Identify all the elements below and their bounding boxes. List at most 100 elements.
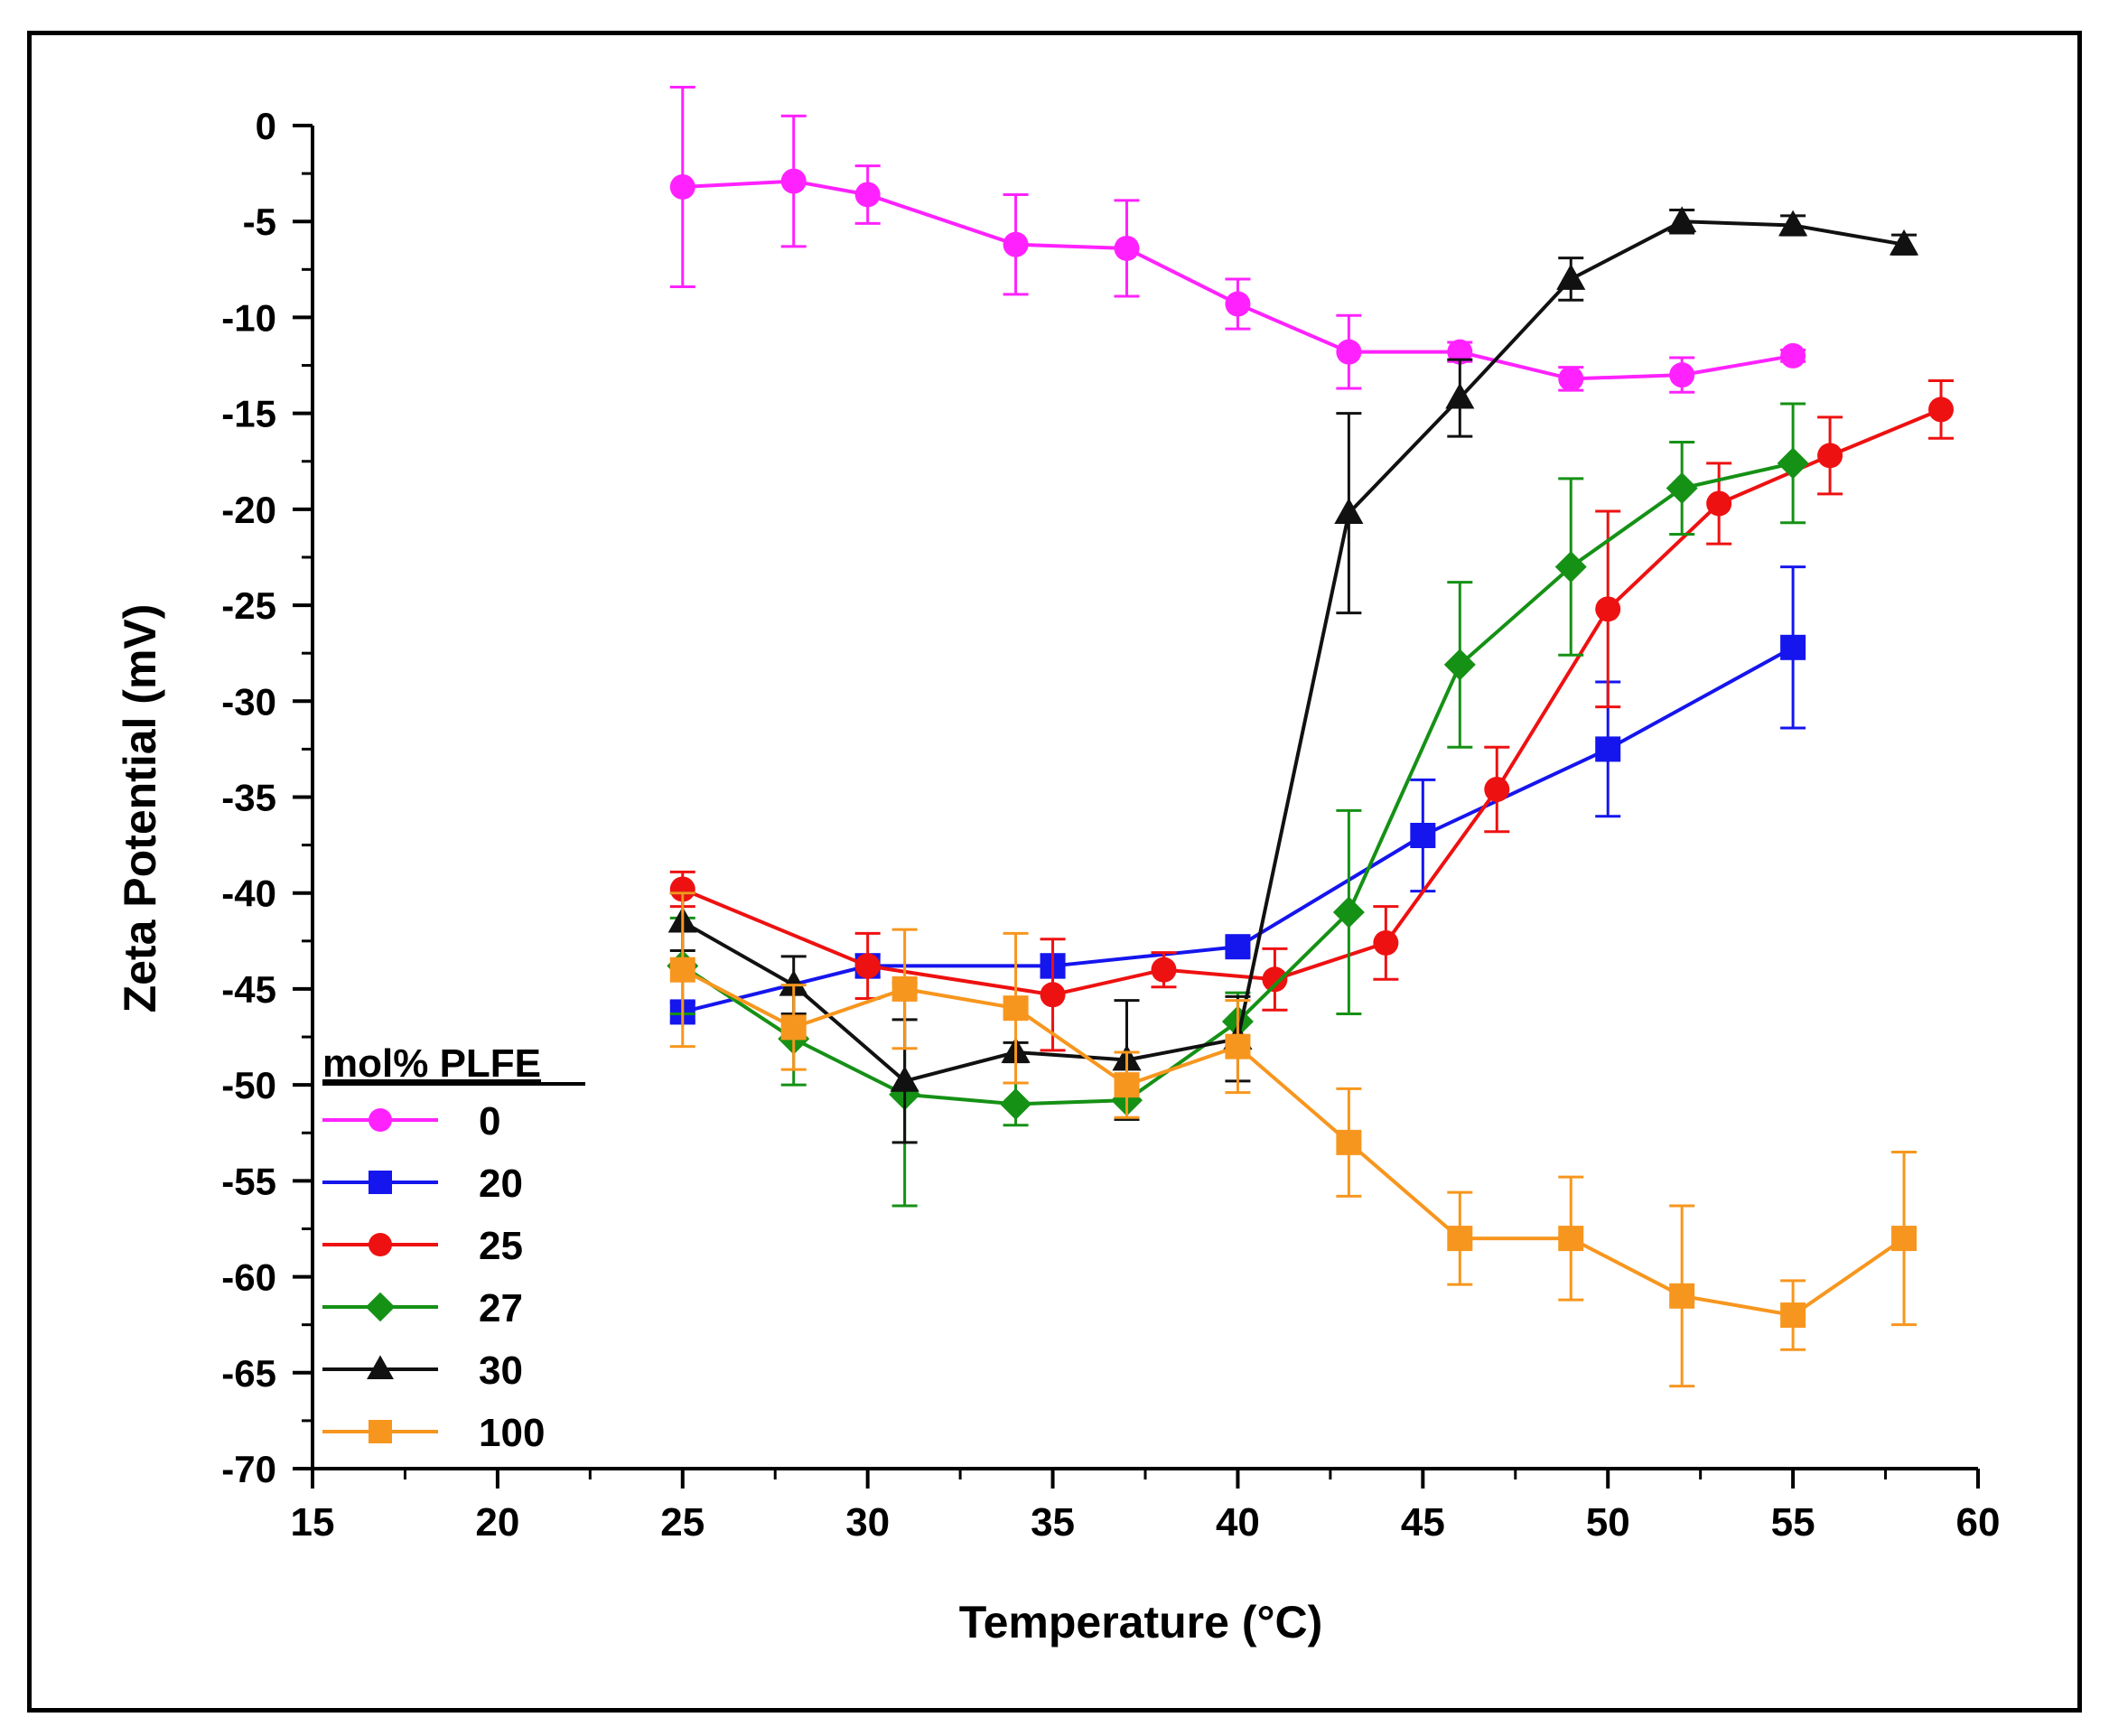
plot-axes: 15 20 25 30 35 40 45 50 55 60 0 -5 -10 -15 -20 -25 -30 -3… [221, 105, 2000, 1545]
legend-marker [369, 1171, 392, 1194]
data-point [1114, 235, 1140, 261]
x-tick-label: 20 [475, 1500, 519, 1545]
y-tick-label: -30 [221, 680, 276, 723]
legend-item-30: 30 [322, 1349, 523, 1393]
legend-item-0: 0 [322, 1099, 500, 1143]
data-point [1817, 443, 1843, 469]
series-30 [667, 206, 1919, 1144]
data-point [1780, 634, 1806, 660]
data-point [1778, 210, 1808, 237]
data-point [854, 953, 881, 979]
legend-items: 0 20 25 27 30 100 [322, 1099, 545, 1455]
data-point [1003, 995, 1029, 1022]
series-100 [669, 891, 1918, 1388]
x-tick-label: 60 [1956, 1500, 2001, 1545]
x-tick-label: 50 [1586, 1500, 1630, 1545]
legend-label: 0 [479, 1099, 500, 1143]
legend-label: 20 [479, 1162, 523, 1206]
data-point [1706, 490, 1732, 517]
legend-label: 30 [479, 1349, 523, 1393]
legend-label: 100 [479, 1411, 545, 1455]
data-point [1666, 471, 1698, 504]
data-point [1114, 1072, 1140, 1098]
data-point [854, 182, 881, 208]
x-tick-label: 25 [660, 1500, 705, 1545]
x-tick-label: 40 [1216, 1500, 1260, 1545]
x-tick-label: 15 [291, 1500, 335, 1545]
y-tick-label: 0 [256, 105, 276, 147]
data-point [1225, 1033, 1251, 1059]
legend-label: 25 [479, 1224, 523, 1268]
data-point [1669, 362, 1695, 388]
data-point [669, 876, 695, 902]
y-tick-label: -60 [221, 1256, 276, 1299]
y-tick-label: -65 [221, 1352, 276, 1395]
data-point [1334, 498, 1364, 525]
data-point [1667, 206, 1697, 233]
y-tick-label: -5 [243, 201, 276, 243]
data-point [1447, 1226, 1473, 1252]
series-25 [669, 379, 1955, 1052]
data-point [1262, 966, 1288, 993]
x-tick-label: 45 [1401, 1500, 1445, 1545]
data-point [1151, 957, 1177, 983]
x-tick-label: 55 [1771, 1500, 1815, 1545]
data-point [1040, 982, 1066, 1008]
y-tick-label: -45 [221, 968, 276, 1011]
data-point [1373, 929, 1399, 956]
data-point [1000, 1087, 1032, 1120]
data-point [1780, 342, 1806, 369]
data-point [1777, 447, 1809, 480]
series-layer [667, 86, 1955, 1388]
data-point [1556, 264, 1586, 290]
data-point [1558, 366, 1584, 392]
data-point [1443, 649, 1476, 681]
y-tick-label: -50 [221, 1064, 276, 1106]
data-point [1554, 551, 1587, 583]
data-point [669, 957, 695, 983]
data-point [1003, 231, 1029, 257]
legend-marker [369, 1233, 392, 1256]
y-tick-label: -15 [221, 393, 276, 435]
series-line [681, 967, 1906, 1318]
data-point [1669, 1283, 1695, 1309]
y-tick-label: -20 [221, 489, 276, 531]
data-point [669, 173, 695, 200]
legend-title: mol% PLFE [322, 1041, 541, 1086]
series-0 [669, 86, 1806, 394]
y-tick-label: -40 [221, 873, 276, 915]
data-point [1928, 397, 1955, 423]
y-tick-label: -70 [221, 1448, 276, 1490]
data-point [1410, 822, 1436, 848]
y-tick-label: -10 [221, 296, 276, 339]
data-point [1336, 1129, 1362, 1155]
series-line [682, 407, 1942, 997]
data-point [780, 168, 807, 194]
data-point [1332, 896, 1365, 929]
legend-item-27: 27 [322, 1286, 523, 1330]
data-point [891, 975, 918, 1002]
series-line [681, 219, 1905, 1084]
data-point [1595, 736, 1621, 762]
legend-label: 27 [479, 1286, 523, 1330]
x-tick-label: 35 [1031, 1500, 1075, 1545]
x-axis-label: Temperature (°C) [959, 1597, 1322, 1647]
data-point [1225, 934, 1251, 960]
data-point [1891, 1226, 1918, 1252]
y-tick-label: -25 [221, 584, 276, 627]
figure-frame [27, 31, 2082, 1713]
data-point [1445, 382, 1475, 409]
legend-marker [369, 1108, 392, 1132]
legend-item-20: 20 [322, 1162, 523, 1206]
y-axis-label: Zeta Potential (mV) [115, 604, 165, 1013]
data-point [1484, 777, 1510, 803]
x-tick-label: 30 [845, 1500, 890, 1545]
legend-item-100: 100 [322, 1411, 545, 1455]
data-point [1780, 1302, 1806, 1329]
y-tick-label: -35 [221, 777, 276, 819]
data-point [779, 969, 808, 996]
legend: mol% PLFE 0 20 25 27 30 100 [322, 1041, 585, 1455]
data-point [1595, 596, 1621, 622]
data-point [780, 1014, 807, 1041]
